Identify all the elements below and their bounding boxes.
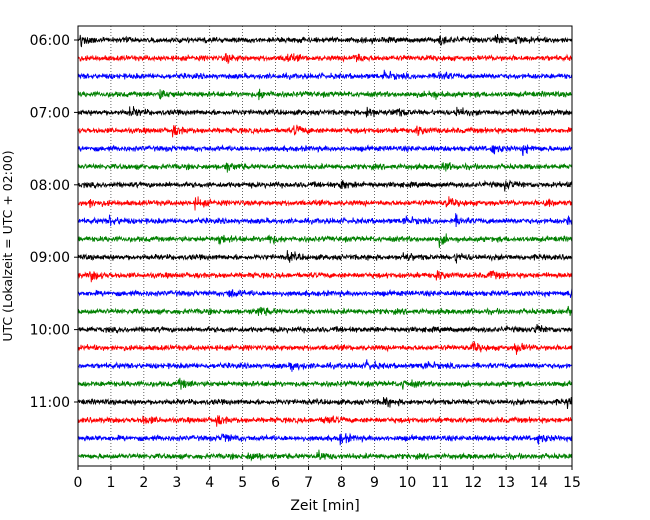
trace-line (77, 124, 573, 138)
x-tick-label: 2 (139, 475, 148, 491)
trace-line (77, 341, 573, 355)
trace-line (77, 323, 573, 335)
y-tick-label: 10:00 (30, 323, 70, 339)
x-tick-label: 10 (398, 475, 416, 491)
trace-line (77, 69, 573, 81)
trace-line (77, 397, 573, 410)
y-tick-label: 07:00 (30, 105, 70, 121)
trace-line (77, 213, 573, 227)
x-tick-label: 12 (464, 475, 482, 491)
trace-line (77, 432, 573, 446)
plot-frame (77, 25, 573, 467)
trace-line (77, 144, 573, 157)
trace-line (77, 305, 573, 316)
trace-line (77, 377, 573, 390)
x-axis-label: Zeit [min] (290, 498, 359, 514)
trace-group (77, 34, 573, 462)
y-tick-label: 09:00 (30, 250, 70, 266)
trace-line (77, 449, 573, 462)
x-tick-label: 3 (172, 475, 181, 491)
x-tick-label: 11 (431, 475, 449, 491)
trace-line (77, 250, 573, 264)
y-tick-label: 11:00 (30, 395, 70, 411)
x-axis-ticks: 0 1 2 3 4 5 6 7 8 9 10 11 12 13 14 15 (74, 466, 581, 491)
trace-line (77, 53, 573, 64)
x-tick-label: 15 (563, 475, 581, 491)
trace-line (77, 359, 573, 372)
y-axis-label: UTC (Lokalzeit = UTC + 02:00) (0, 150, 15, 341)
x-tick-label: 13 (497, 475, 515, 491)
trace-line (77, 88, 573, 101)
trace-line (77, 34, 573, 48)
x-tick-label: 1 (106, 475, 115, 491)
y-axis-ticks: 06:00 07:00 08:00 09:00 10:00 11:00 (30, 33, 78, 411)
x-tick-label: 4 (205, 475, 214, 491)
x-tick-label: 0 (74, 475, 83, 491)
y-tick-label: 06:00 (30, 33, 70, 49)
x-tick-label: 8 (337, 475, 346, 491)
trace-line (77, 415, 573, 427)
x-tick-label: 9 (370, 475, 379, 491)
trace-line (77, 270, 573, 283)
x-tick-label: 14 (530, 475, 548, 491)
trace-line (77, 161, 573, 173)
grid-lines (110, 26, 540, 466)
trace-line (77, 106, 573, 118)
x-tick-label: 6 (271, 475, 280, 491)
trace-line (77, 196, 573, 211)
trace-line (77, 179, 573, 192)
trace-line (77, 287, 573, 298)
trace-line (77, 233, 573, 248)
y-tick-label: 08:00 (30, 178, 70, 194)
x-tick-label: 7 (304, 475, 313, 491)
x-tick-label: 5 (238, 475, 247, 491)
